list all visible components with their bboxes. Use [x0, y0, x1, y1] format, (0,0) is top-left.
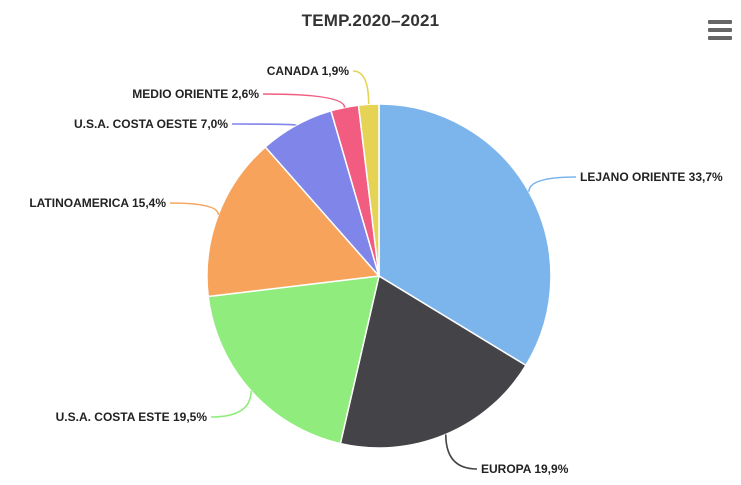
pie-label-connector [231, 123, 297, 127]
pie-label-europa: EUROPA 19,9% [481, 462, 569, 476]
pie-label-canada: CANADA 1,9% [267, 64, 350, 78]
pie-slice-latinoamerica[interactable] [206, 146, 380, 298]
pie-label-connector [169, 202, 220, 215]
pie-label-u-s-a-costa-este: U.S.A. COSTA ESTE 19,5% [56, 410, 208, 424]
pie-slice-lejano-oriente[interactable] [378, 103, 552, 367]
pie-label-lejano-oriente: LEJANO ORIENTE 33,7% [580, 170, 723, 184]
hamburger-menu-icon [708, 20, 732, 24]
hamburger-menu-bar [708, 28, 732, 32]
pie-label-connector [210, 390, 252, 418]
pie-label-u-s-a-costa-oeste: U.S.A. COSTA OESTE 7,0% [74, 117, 228, 131]
hamburger-menu-bar [708, 36, 732, 40]
pie-label-connector [352, 70, 370, 105]
pie-label-connector [528, 176, 577, 192]
pie-slice-u-s-a-costa-este[interactable] [207, 275, 380, 445]
pie-label-connector [445, 434, 478, 470]
chart-title: TEMP.2020–2021 [301, 11, 440, 30]
pie-label-medio-oriente: MEDIO ORIENTE 2,6% [132, 87, 259, 101]
pie-label-connector [262, 93, 346, 108]
pie-slice-europa[interactable] [339, 275, 527, 449]
chart-context-menu-button[interactable] [705, 17, 735, 43]
pie-label-latinoamerica: LATINOAMERICA 15,4% [29, 196, 166, 210]
